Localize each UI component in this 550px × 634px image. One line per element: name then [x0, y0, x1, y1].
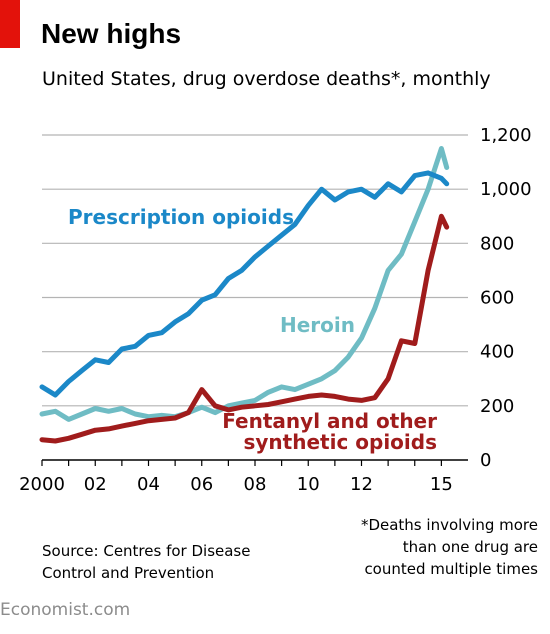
brand-logo: Economist.com: [0, 600, 131, 620]
series-label-2-line2: synthetic opioids: [243, 430, 437, 454]
footnote-line-1: *Deaths involving more: [360, 516, 538, 534]
line-chart: 0 200 400 600 800 1,000 1,200 2000 02 04 06 08 10 12…: [19, 125, 532, 495]
y-axis: 0 200 400 600 800 1,000 1,200: [480, 125, 532, 471]
footnote-line-2: than one drug are: [402, 538, 538, 556]
y-tick-label: 0: [480, 450, 491, 471]
chart-subtitle: United States, drug overdose deaths*, mo…: [42, 68, 491, 90]
series-label-0: Prescription opioids: [68, 205, 294, 229]
x-axis: 2000 02 04 06 08 10 12 15: [19, 460, 453, 495]
x-tick-label: 10: [297, 474, 320, 495]
x-tick-label: 12: [350, 474, 373, 495]
y-tick-label: 200: [480, 396, 514, 417]
chart-title: New highs: [41, 18, 182, 49]
source-line-1: Source: Centres for Disease: [42, 542, 251, 560]
x-tick-label: 15: [430, 474, 453, 495]
series-label-2: Fentanyl and other: [222, 409, 437, 433]
x-tick-label: 08: [244, 474, 267, 495]
series-label-1: Heroin: [280, 313, 355, 337]
source-line-2: Control and Prevention: [42, 564, 215, 582]
series-line-0: [39, 170, 450, 398]
y-tick-label: 400: [480, 342, 514, 363]
series-line-1: [39, 146, 450, 422]
y-tick-label: 1,200: [480, 125, 532, 146]
grid-lines: [42, 134, 468, 461]
x-tick-label: 04: [137, 474, 160, 495]
x-tick-label: 2000: [19, 474, 65, 495]
y-tick-label: 600: [480, 288, 514, 309]
y-tick-label: 1,000: [480, 179, 532, 200]
series-lines: [39, 146, 450, 444]
x-tick-label: 02: [84, 474, 107, 495]
y-tick-label: 800: [480, 233, 514, 254]
footnote: *Deaths involving more than one drug are…: [361, 514, 538, 580]
footnote-line-3: counted multiple times: [364, 560, 538, 578]
accent-tab: [0, 0, 20, 48]
source-note: Source: Centres for Disease Control and …: [42, 540, 250, 584]
series-line-2: [39, 213, 450, 444]
x-tick-label: 06: [190, 474, 213, 495]
series-labels: Prescription opioids Heroin Fentanyl and o…: [68, 205, 437, 454]
